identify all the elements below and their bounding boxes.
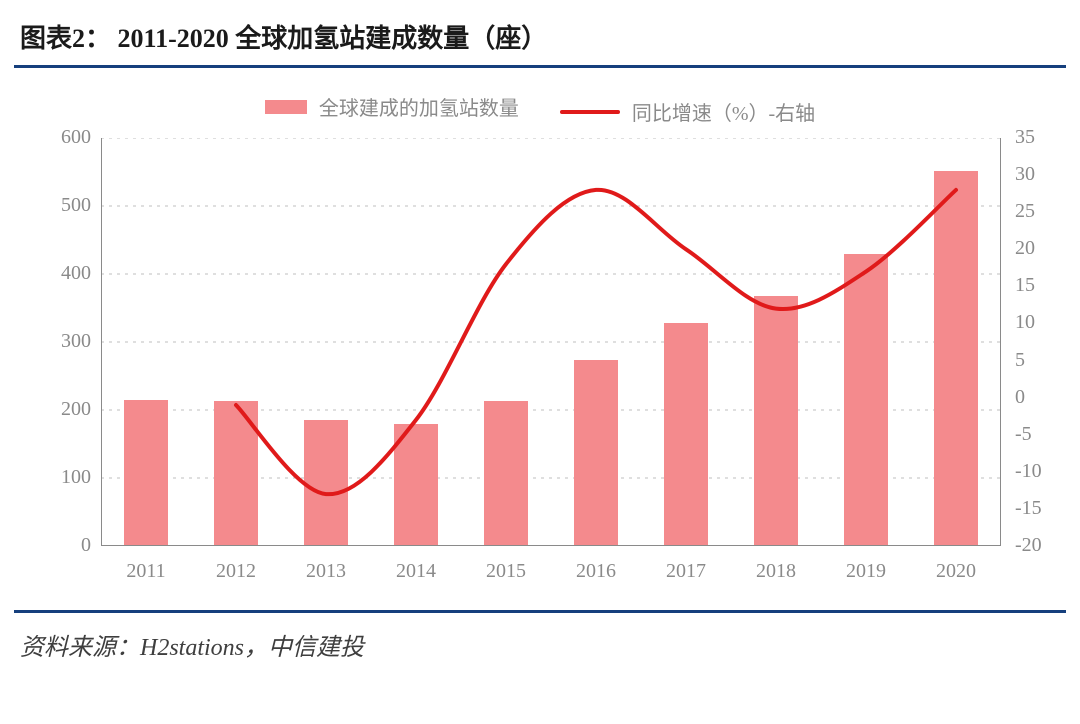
y2-axis-label: -5 xyxy=(1015,423,1032,446)
y-axis-label: 100 xyxy=(61,466,91,489)
legend-swatch-bar xyxy=(265,100,307,114)
legend-item-line: 同比增速（%）-右轴 xyxy=(560,97,815,126)
chart-area: 0100200300400500600-20-15-10-50510152025… xyxy=(25,138,1055,592)
line-series xyxy=(101,138,1001,546)
y2-axis-label: -10 xyxy=(1015,460,1042,483)
x-axis-label: 2013 xyxy=(306,560,346,583)
y2-axis-label: 10 xyxy=(1015,311,1035,334)
title-text: 2011-2020 全球加氢站建成数量（座） xyxy=(111,24,547,53)
y2-axis-label: 0 xyxy=(1015,386,1025,409)
y2-axis-label: 35 xyxy=(1015,126,1035,149)
y2-axis-label: -15 xyxy=(1015,497,1042,520)
y2-axis-label: 25 xyxy=(1015,200,1035,223)
x-axis-label: 2015 xyxy=(486,560,526,583)
y-axis-label: 400 xyxy=(61,262,91,285)
legend-item-bar: 全球建成的加氢站数量 xyxy=(265,92,519,121)
y-axis-label: 500 xyxy=(61,194,91,217)
y2-axis-label: -20 xyxy=(1015,534,1042,557)
source-label: 资料来源：H2stations，中信建投 xyxy=(0,613,1080,662)
x-axis-label: 2017 xyxy=(666,560,706,583)
y-axis-label: 200 xyxy=(61,398,91,421)
x-axis-label: 2020 xyxy=(936,560,976,583)
x-axis-label: 2014 xyxy=(396,560,436,583)
legend-swatch-line xyxy=(560,110,620,114)
plot-area xyxy=(101,138,1001,546)
x-axis-label: 2011 xyxy=(126,560,165,583)
title-prefix: 图表2： xyxy=(20,24,111,53)
y-axis-label: 0 xyxy=(81,534,91,557)
y-axis-label: 300 xyxy=(61,330,91,353)
legend-bar-label: 全球建成的加氢站数量 xyxy=(319,92,519,121)
x-axis-label: 2016 xyxy=(576,560,616,583)
y-axis-label: 600 xyxy=(61,126,91,149)
page: 图表2： 2011-2020 全球加氢站建成数量（座） 全球建成的加氢站数量 同… xyxy=(0,0,1080,724)
x-axis-label: 2012 xyxy=(216,560,256,583)
y2-axis-label: 20 xyxy=(1015,237,1035,260)
legend: 全球建成的加氢站数量 同比增速（%）-右轴 xyxy=(0,68,1080,132)
y2-axis-label: 30 xyxy=(1015,163,1035,186)
legend-line-label: 同比增速（%）-右轴 xyxy=(632,97,815,126)
y2-axis-label: 15 xyxy=(1015,274,1035,297)
x-axis-label: 2019 xyxy=(846,560,886,583)
x-axis-label: 2018 xyxy=(756,560,796,583)
y2-axis-label: 5 xyxy=(1015,349,1025,372)
chart-title: 图表2： 2011-2020 全球加氢站建成数量（座） xyxy=(0,0,1080,65)
